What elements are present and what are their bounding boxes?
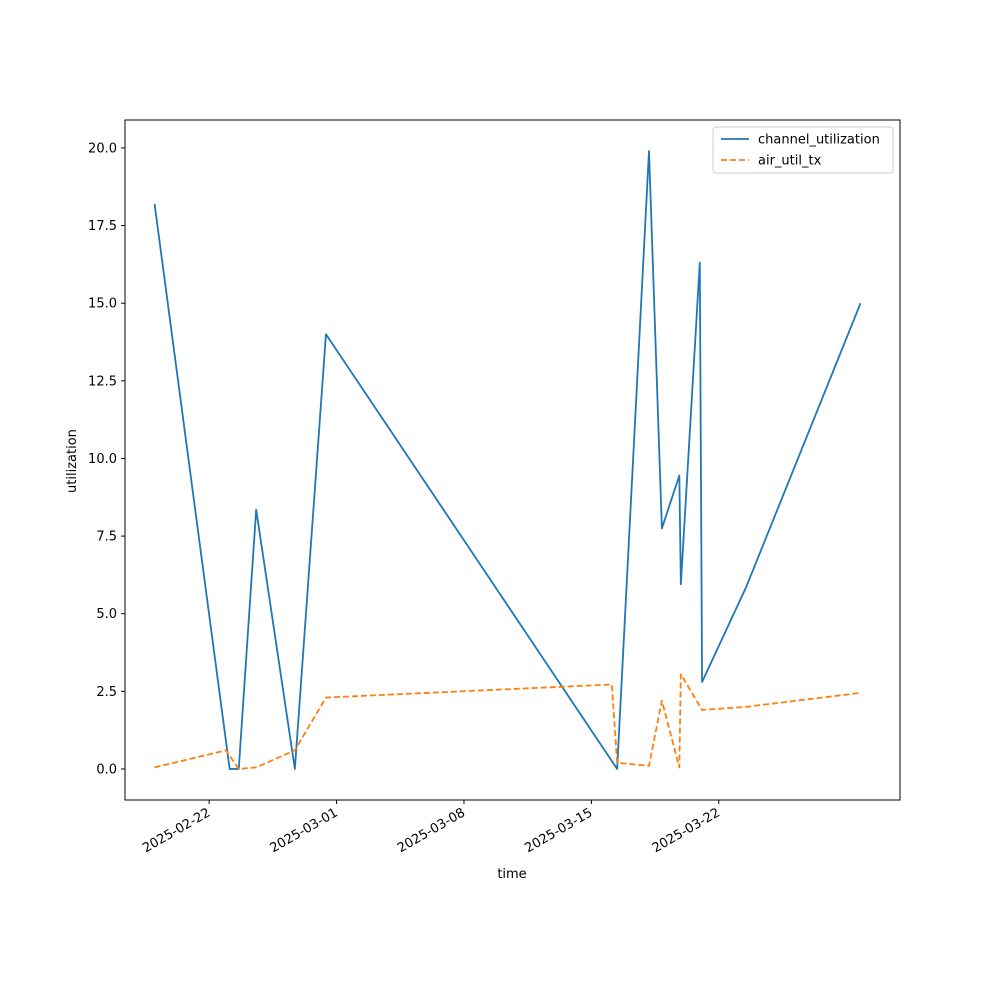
x-tick-label: 2025-02-22 <box>140 805 213 856</box>
x-axis-label: time <box>497 867 526 882</box>
legend-label-channel-utilization: channel_utilization <box>758 133 880 148</box>
y-tick-label: 10.0 <box>88 452 117 467</box>
y-tick-label: 15.0 <box>88 297 117 312</box>
y-tick-label: 20.0 <box>88 141 117 156</box>
x-tick-label: 2025-03-01 <box>268 805 341 856</box>
y-tick-label: 17.5 <box>88 219 117 234</box>
legend-label-air-util-tx: air_util_tx <box>758 154 822 169</box>
y-axis-ticks: 0.0 2.5 5.0 7.5 10.0 12.5 15.0 17.5 20.0 <box>88 141 125 777</box>
y-tick-label: 2.5 <box>96 685 117 700</box>
y-axis-label: utilization <box>65 429 80 493</box>
series-line-air-util-tx <box>154 673 861 770</box>
x-tick-label: 2025-03-22 <box>650 805 723 856</box>
y-tick-label: 5.0 <box>96 607 117 622</box>
series-line-channel-utilization <box>153 150 862 770</box>
x-tick-label: 2025-03-08 <box>395 805 468 856</box>
legend-box <box>712 126 894 174</box>
y-tick-label: 0.0 <box>96 762 117 777</box>
legend: channel_utilization air_util_tx <box>712 126 894 174</box>
plot-area-frame <box>124 119 901 801</box>
y-tick-label: 12.5 <box>88 374 117 389</box>
series-layer <box>153 150 862 770</box>
x-tick-label: 2025-03-15 <box>522 805 595 856</box>
y-tick-label: 7.5 <box>96 530 117 545</box>
x-axis-ticks: 2025-02-22 2025-03-01 2025-03-08 2025-03-15… <box>140 800 723 856</box>
